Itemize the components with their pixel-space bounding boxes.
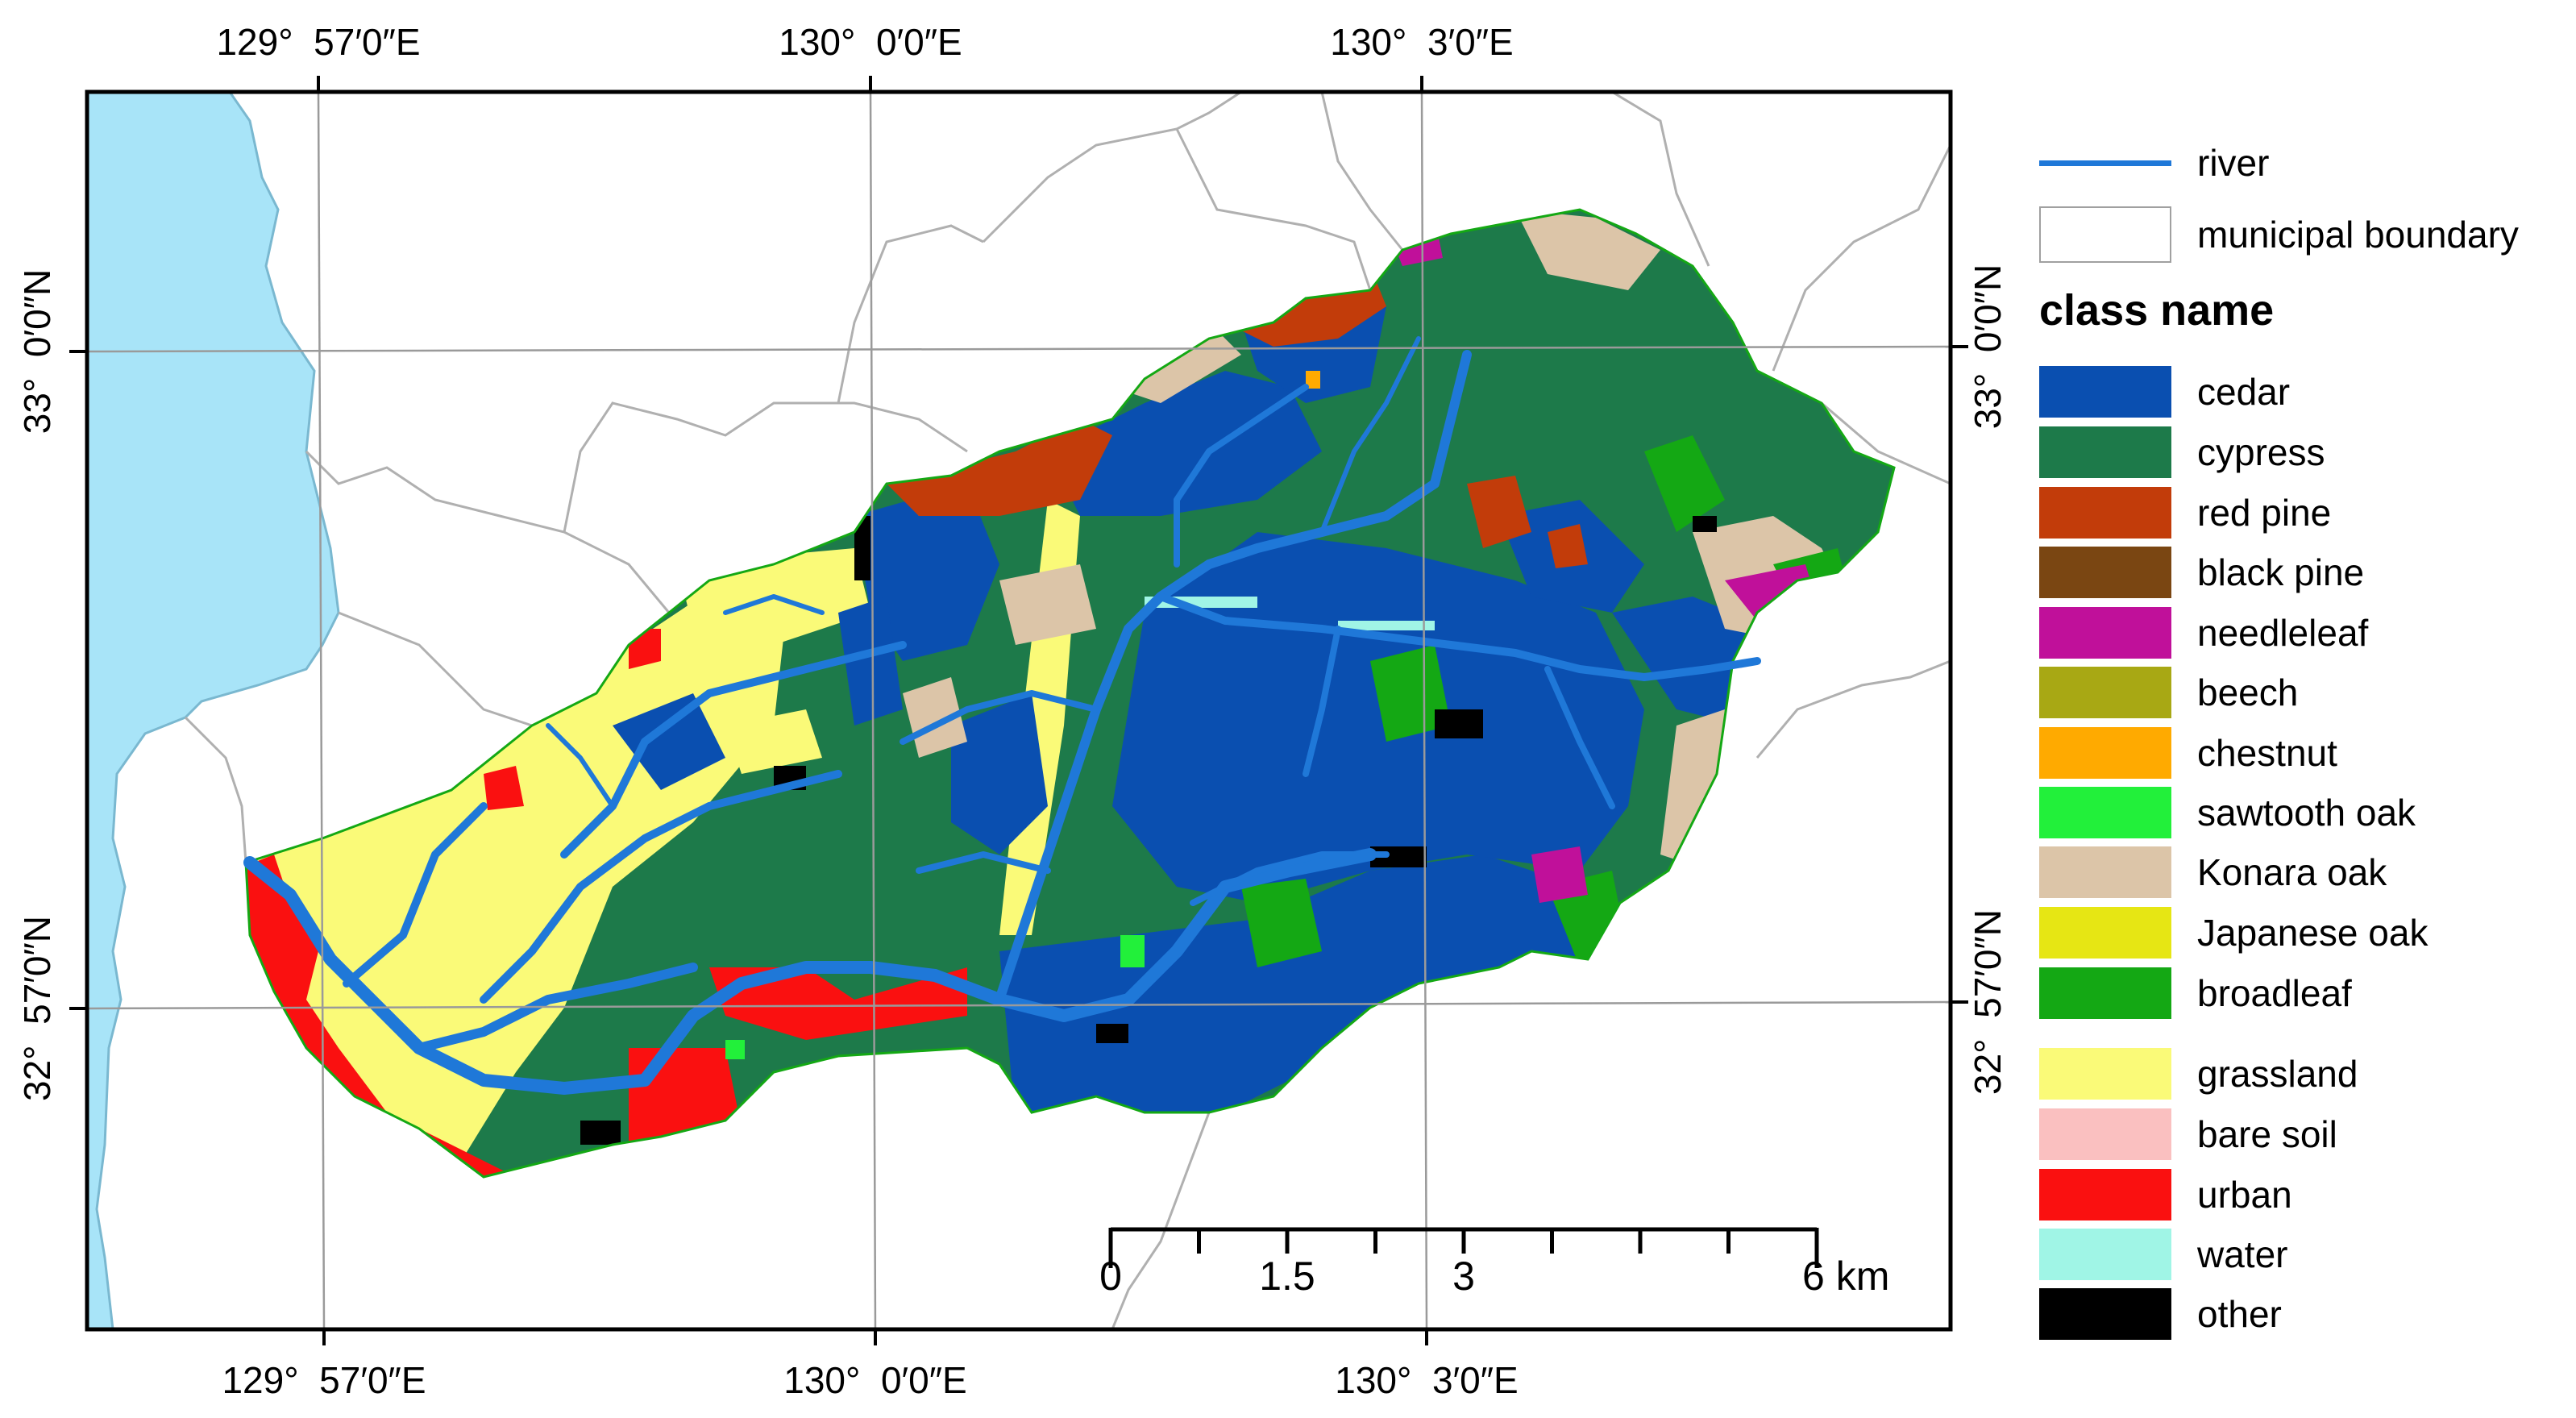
legend-class-row: Konara oak [2039, 846, 2387, 898]
legend-class-row: bare soil [2039, 1108, 2337, 1160]
map-frame [85, 89, 1953, 1332]
top-longitude-label-1: 129° 57′0″E [216, 21, 420, 63]
top-longitude-label-2: 130° 0′0″E [779, 21, 962, 63]
municipal-boundary-symbol [2039, 206, 2171, 263]
legend-class-label: other [2197, 1293, 2282, 1335]
left-latitude-label-1: 33° 0′0″N [16, 269, 58, 434]
legend-class-row: water [2039, 1229, 2287, 1280]
legend-class-label: red pine [2197, 492, 2332, 534]
scale-bar: 0 1.5 3 6 km [1099, 1227, 1889, 1299]
other-patches [580, 516, 1717, 1145]
legend-swatch [2039, 667, 2171, 718]
legend-river-row: river [2039, 137, 2269, 189]
legend-class-row: other [2039, 1288, 2282, 1340]
legend-class-row: broadleaf [2039, 967, 2352, 1019]
legend-swatch [2039, 1048, 2171, 1100]
right-latitude-label-1: 33° 0′0″N [1967, 264, 2009, 429]
bottom-longitude-label-2: 130° 0′0″E [783, 1359, 966, 1401]
legend-class-row: cedar [2039, 366, 2290, 418]
legend-class-label: urban [2197, 1174, 2292, 1216]
legend-swatch [2039, 727, 2171, 779]
top-longitude-label-3: 130° 3′0″E [1330, 21, 1513, 63]
legend-heading: class name [2039, 286, 2275, 335]
scale-label-3: 3 [1452, 1254, 1475, 1299]
river-line-symbol [2039, 137, 2171, 189]
legend-class-label: cypress [2197, 431, 2325, 473]
legend-class-row: chestnut [2039, 727, 2337, 779]
right-latitude-label-2: 32° 57′0″N [1967, 909, 2009, 1095]
legend-swatch [2039, 846, 2171, 898]
legend-swatch [2039, 1169, 2171, 1220]
legend-swatch [2039, 366, 2171, 418]
sea-area [87, 92, 340, 1329]
legend-class-row: cypress [2039, 426, 2325, 478]
legend-class-label: bare soil [2197, 1113, 2337, 1155]
legend-class-row: needleleaf [2039, 607, 2368, 659]
bottom-longitude-label-1: 129° 57′0″E [222, 1359, 426, 1401]
sawtooth-oak-patches [725, 935, 1145, 1059]
legend-swatch [2039, 607, 2171, 659]
river-network [243, 336, 1761, 1095]
legend-class-label: broadleaf [2197, 972, 2352, 1014]
legend-swatch [2039, 1108, 2171, 1160]
legend-class-label: grassland [2197, 1053, 2358, 1095]
chestnut-patches [1306, 371, 1320, 389]
legend-class-label: needleleaf [2197, 612, 2369, 654]
legend-boundary-label: municipal boundary [2197, 214, 2519, 256]
legend-swatch [2039, 426, 2171, 478]
scale-label-1-5: 1.5 [1259, 1254, 1315, 1299]
watershed-outline [244, 208, 1896, 1179]
left-latitude-label-2: 32° 57′0″N [16, 916, 58, 1101]
legend-class-row: grassland [2039, 1048, 2358, 1100]
legend-class-row: urban [2039, 1169, 2292, 1220]
legend-swatch [2039, 1288, 2171, 1340]
legend-river-label: river [2197, 142, 2270, 184]
legend-swatch [2039, 547, 2171, 598]
graticule [86, 91, 1951, 1330]
legend-swatch [2039, 907, 2171, 959]
legend-class-row: black pine [2039, 547, 2364, 598]
legend-class-label: beech [2197, 672, 2299, 713]
legend-swatch [2039, 1229, 2171, 1280]
legend-swatch [2039, 967, 2171, 1019]
legend-class-label: cedar [2197, 371, 2291, 413]
legend-class-row: sawtooth oak [2039, 787, 2416, 838]
scale-label-0: 0 [1099, 1254, 1122, 1299]
legend-class-row: beech [2039, 667, 2298, 718]
frame-ticks [69, 76, 1968, 1345]
legend-class-label: chestnut [2197, 732, 2337, 774]
bottom-longitude-label-3: 130° 3′0″E [1335, 1359, 1518, 1401]
legend-boundary-row: municipal boundary [2039, 206, 2519, 263]
scale-label-6-km: 6 km [1802, 1254, 1889, 1299]
legend-class-label: sawtooth oak [2197, 792, 2416, 834]
legend-class-label: Japanese oak [2197, 912, 2429, 954]
municipal-boundaries [184, 92, 1951, 1329]
legend-class-label: Konara oak [2197, 851, 2387, 893]
legend-swatch [2039, 787, 2171, 838]
legend-swatch [2039, 487, 2171, 539]
legend-class-label: water [2197, 1233, 2288, 1275]
scale-bar-ticks [1108, 1228, 1819, 1268]
legend-class-label: black pine [2197, 551, 2365, 593]
legend-class-row: Japanese oak [2039, 907, 2428, 959]
legend-class-row: red pine [2039, 487, 2331, 539]
